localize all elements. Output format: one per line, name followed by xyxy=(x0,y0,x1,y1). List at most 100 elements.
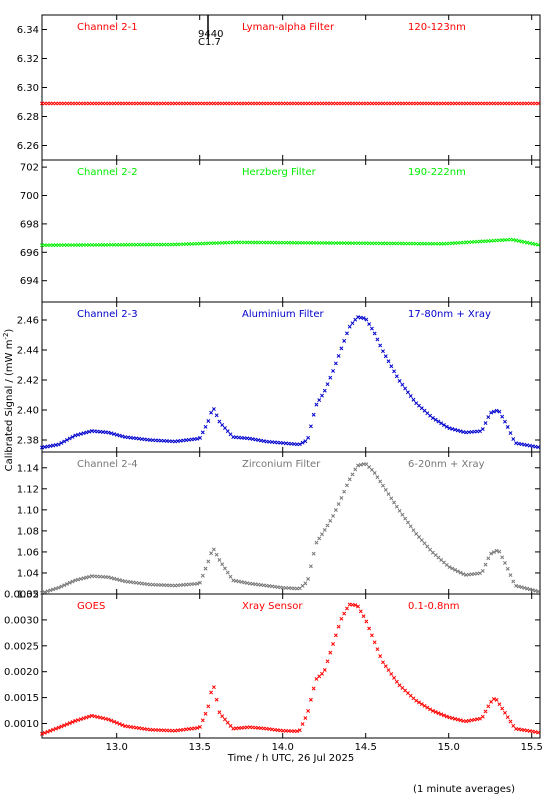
data-point xyxy=(311,412,316,417)
data-point xyxy=(508,719,513,724)
data-point xyxy=(447,426,452,431)
data-point xyxy=(381,483,385,488)
data-point xyxy=(356,315,360,320)
data-point xyxy=(308,564,313,569)
data-point xyxy=(400,382,405,387)
data-point xyxy=(106,575,111,580)
data-point xyxy=(48,728,53,733)
data-point xyxy=(306,709,311,713)
data-point xyxy=(522,240,527,245)
data-point xyxy=(217,558,222,562)
data-point xyxy=(303,716,308,720)
data-point xyxy=(87,714,92,719)
data-point xyxy=(411,528,416,533)
filter-label: Zirconium Filter xyxy=(242,459,321,470)
band-label: 190-222nm xyxy=(408,167,466,178)
data-point xyxy=(81,716,86,721)
data-point xyxy=(497,409,502,414)
data-point xyxy=(450,716,455,721)
data-point xyxy=(383,664,388,669)
data-point xyxy=(386,492,391,497)
y-tick-label: 0.0020 xyxy=(4,667,39,678)
data-point xyxy=(81,576,86,581)
data-point xyxy=(430,708,435,713)
data-point xyxy=(525,240,530,245)
data-point xyxy=(261,439,266,444)
data-point xyxy=(458,718,463,723)
data-point xyxy=(311,686,316,691)
data-point xyxy=(336,353,341,358)
data-point xyxy=(503,560,507,565)
chart-panels: 6.26 6.28 6.30 6.32 6.34 Channel 2-1 Lyman-alp… xyxy=(4,14,543,753)
data-point xyxy=(73,433,78,438)
data-point xyxy=(417,700,421,705)
data-point xyxy=(422,703,427,708)
data-point xyxy=(403,386,408,391)
data-point xyxy=(494,408,499,413)
data-point xyxy=(533,730,538,734)
data-point xyxy=(486,415,491,420)
data-point xyxy=(198,580,202,585)
y-tick-label: 2.46 xyxy=(17,316,39,327)
data-point xyxy=(45,444,50,449)
data-point xyxy=(117,433,122,438)
data-point xyxy=(200,430,205,435)
data-point xyxy=(478,716,482,721)
data-point xyxy=(367,465,372,469)
data-point xyxy=(533,444,538,449)
data-point xyxy=(109,431,114,436)
panel-frame xyxy=(41,301,541,453)
data-point xyxy=(347,324,352,329)
data-point xyxy=(442,423,446,427)
data-point xyxy=(489,410,494,415)
data-point xyxy=(403,688,408,693)
y-axis-label-end: ) xyxy=(4,329,15,333)
data-point xyxy=(228,723,233,728)
data-point xyxy=(472,717,477,722)
data-point xyxy=(514,238,518,243)
data-point xyxy=(511,723,516,728)
data-point xyxy=(78,576,83,581)
data-point xyxy=(320,393,324,398)
data-point xyxy=(405,390,410,395)
data-point xyxy=(525,443,530,448)
data-point xyxy=(417,535,421,539)
data-point xyxy=(322,388,327,393)
data-point xyxy=(505,425,510,429)
data-point xyxy=(109,718,114,723)
data-point xyxy=(89,713,94,718)
data-point xyxy=(489,699,494,704)
data-point xyxy=(480,427,485,432)
data-point xyxy=(217,419,222,424)
data-point xyxy=(361,614,366,619)
data-point xyxy=(350,472,355,477)
data-point xyxy=(76,577,80,582)
data-point xyxy=(480,569,485,573)
data-point xyxy=(195,725,200,730)
data-point xyxy=(297,442,302,447)
data-point xyxy=(70,435,75,439)
data-point xyxy=(45,729,50,734)
data-point xyxy=(497,702,502,707)
data-point xyxy=(444,714,449,719)
data-point xyxy=(364,462,369,467)
data-point xyxy=(120,723,125,727)
data-point xyxy=(433,417,438,422)
data-point xyxy=(203,424,208,429)
data-point xyxy=(228,432,233,437)
data-point xyxy=(491,550,496,555)
data-point xyxy=(225,720,230,725)
y-tick-label: 1.06 xyxy=(17,547,39,558)
data-point xyxy=(530,444,535,449)
data-point xyxy=(508,431,513,435)
panel-2: 694 696 698 700 702 Channel 2-2 Herzberg Filte… xyxy=(20,159,541,303)
data-point xyxy=(92,714,97,719)
data-point xyxy=(381,349,385,354)
data-point xyxy=(112,432,117,436)
data-point xyxy=(195,436,200,441)
data-point xyxy=(217,710,222,715)
data-point xyxy=(239,580,244,584)
data-point xyxy=(367,626,372,631)
y-tick-label: 0.0010 xyxy=(4,719,39,730)
data-point xyxy=(466,718,471,723)
